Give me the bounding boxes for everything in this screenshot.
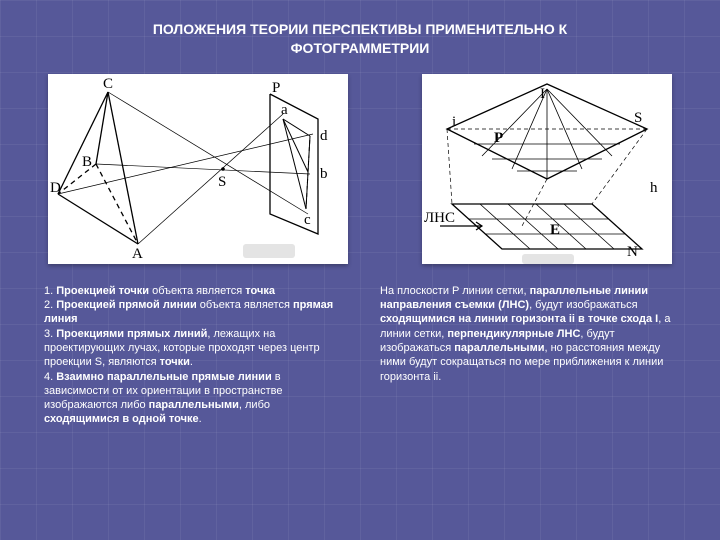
p4-b1: Взаимно параллельные прямые линии [56, 371, 271, 383]
p2-b1: Проекцией прямой линии [56, 299, 197, 311]
svg-text:N: N [627, 244, 638, 260]
svg-text:S: S [634, 110, 642, 126]
r-t1: На плоскости P линии сетки, [380, 285, 530, 297]
p1-b1: Проекцией точки [56, 285, 149, 297]
p3-t2: . [190, 356, 193, 368]
p4-t3: . [199, 413, 202, 425]
svg-text:b: b [320, 166, 328, 182]
svg-text:E: E [550, 222, 560, 238]
svg-text:h: h [650, 180, 658, 196]
r-t2: , будут изображаться [529, 299, 638, 311]
figure-left: C B D A S P a d b c [48, 74, 348, 264]
svg-text:c: c [304, 212, 311, 228]
figures-row: C B D A S P a d b c [0, 66, 720, 264]
svg-text:D: D [50, 180, 61, 196]
p1-t1: объекта является [149, 285, 245, 297]
svg-text:C: C [103, 76, 113, 92]
r-b4: параллельными [454, 342, 544, 354]
svg-text:S: S [218, 174, 226, 190]
svg-text:B: B [82, 154, 92, 170]
title-line-2: ФОТОГРАММЕТРИИ [291, 40, 430, 56]
p3-num: 3. [44, 328, 56, 340]
p3-b1: Проекциями прямых линий [56, 328, 207, 340]
svg-text:P: P [494, 130, 503, 146]
p4-t2: , либо [239, 399, 270, 411]
svg-text:i: i [452, 114, 456, 130]
svg-text:I: I [540, 86, 545, 102]
title-line-1: ПОЛОЖЕНИЯ ТЕОРИИ ПЕРСПЕКТИВЫ ПРИМЕНИТЕЛЬ… [153, 21, 567, 37]
svg-text:d: d [320, 128, 328, 144]
svg-text:ЛНС: ЛНС [424, 210, 455, 226]
svg-text:A: A [132, 246, 143, 262]
svg-text:a: a [281, 102, 288, 118]
svg-text:P: P [272, 80, 280, 96]
p4-num: 4. [44, 371, 56, 383]
p4-b3: сходящимися в одной точке [44, 413, 199, 425]
p2-num: 2. [44, 299, 56, 311]
page-title: ПОЛОЖЕНИЯ ТЕОРИИ ПЕРСПЕКТИВЫ ПРИМЕНИТЕЛЬ… [0, 0, 720, 66]
figure-right: I S i P h N E ЛНС [422, 74, 672, 264]
p4-b2: параллельными [149, 399, 239, 411]
p1-num: 1. [44, 285, 56, 297]
p1-b2: точка [245, 285, 275, 297]
right-column: На плоскости P линии сетки, параллельные… [380, 284, 676, 427]
r-b2: сходящимися на линии горизонта ii в точк… [380, 313, 658, 325]
p3-b2: точки [160, 356, 190, 368]
text-columns: 1. Проекцией точки объекта является точк… [0, 264, 720, 427]
p2-t1: объекта является [197, 299, 293, 311]
r-b3: перпендикулярные ЛНС [447, 328, 580, 340]
left-column: 1. Проекцией точки объекта является точк… [44, 284, 340, 427]
